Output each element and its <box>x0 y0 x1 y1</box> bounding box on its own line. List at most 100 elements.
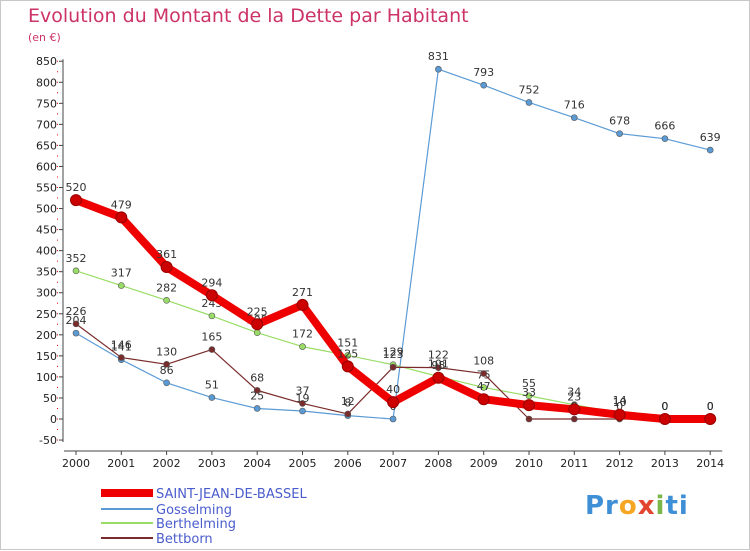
y-tick-label: 0 <box>50 413 57 426</box>
data-label: 129 <box>383 346 404 359</box>
data-point <box>616 130 623 137</box>
data-point <box>208 346 216 353</box>
data-point <box>525 99 533 106</box>
data-point <box>523 399 535 412</box>
logo-letter: o <box>618 491 638 521</box>
y-tick-label: 300 <box>36 287 57 300</box>
data-point <box>661 135 669 142</box>
data-point <box>118 354 125 361</box>
data-point <box>387 396 400 409</box>
y-tick-label: 100 <box>36 371 57 384</box>
y-tick-label: 150 <box>36 350 57 363</box>
x-tick-label: 2010 <box>515 457 543 470</box>
x-tick-label: 2002 <box>153 457 181 470</box>
legend-label: Berthelming <box>156 517 236 532</box>
data-label: 317 <box>111 267 132 280</box>
data-point <box>704 413 717 425</box>
chart-unit-subtitle: (en €) <box>28 31 61 44</box>
logo-letter: x <box>637 491 656 521</box>
data-point <box>205 289 218 302</box>
data-label: 98 <box>431 359 445 372</box>
data-label: 0 <box>707 400 714 413</box>
data-point <box>568 403 581 416</box>
y-tick-label: 650 <box>36 139 57 152</box>
data-label: 479 <box>111 198 132 211</box>
data-point <box>341 360 354 373</box>
data-point <box>208 394 216 401</box>
data-label: 666 <box>654 120 675 133</box>
y-tick-label: 550 <box>36 182 57 195</box>
data-label: 125 <box>337 347 358 360</box>
data-label: 639 <box>700 131 721 144</box>
legend-label: Bettborn <box>156 532 213 547</box>
data-label: 165 <box>201 331 222 344</box>
y-tick-label: 850 <box>36 55 57 68</box>
x-tick-label: 2009 <box>470 457 498 470</box>
y-tick-label: -50 <box>39 434 57 447</box>
data-label: 352 <box>66 252 87 265</box>
data-point <box>525 415 533 423</box>
data-label: 55 <box>522 377 536 390</box>
data-label: 172 <box>292 328 313 341</box>
y-tick-label: 350 <box>36 266 57 279</box>
data-point <box>344 352 352 359</box>
data-point <box>432 371 445 384</box>
logo-letter: ti <box>665 491 689 521</box>
data-point <box>299 407 306 415</box>
y-tick-label: 400 <box>36 245 57 258</box>
data-label: 86 <box>160 364 174 377</box>
data-point <box>72 320 80 328</box>
data-label: 130 <box>156 345 177 358</box>
data-label: 226 <box>66 305 87 318</box>
data-label: 33 <box>522 386 536 399</box>
data-point <box>299 343 306 350</box>
data-label: 282 <box>156 281 177 294</box>
y-tick-label: 600 <box>36 160 57 173</box>
data-point <box>299 400 306 407</box>
data-point <box>160 261 173 274</box>
y-tick-label: 800 <box>36 76 57 89</box>
data-point <box>658 413 671 425</box>
x-tick-label: 2001 <box>107 457 135 470</box>
data-label: 151 <box>337 336 358 349</box>
data-label: 0 <box>661 400 668 413</box>
data-point <box>251 318 264 331</box>
chart-title: Evolution du Montant de la Dette par Hab… <box>28 5 469 27</box>
data-point <box>525 392 533 400</box>
data-point <box>344 410 352 418</box>
data-point <box>296 298 309 311</box>
data-label: 0 <box>661 400 668 413</box>
data-label: 831 <box>428 50 449 63</box>
data-label: 141 <box>111 341 132 354</box>
y-tick-label: 750 <box>36 97 57 110</box>
data-point <box>570 114 578 121</box>
data-label: 225 <box>247 305 268 318</box>
x-tick-label: 2003 <box>198 457 226 470</box>
data-label: 108 <box>473 355 494 368</box>
data-label: 0 <box>707 400 714 413</box>
proxiti-logo: Proxiti <box>585 491 689 521</box>
data-label: 793 <box>473 66 494 79</box>
y-tick-label: 500 <box>36 203 57 216</box>
data-point <box>253 387 261 394</box>
data-point <box>435 65 442 73</box>
data-point <box>480 370 488 377</box>
data-label: 361 <box>156 248 177 261</box>
data-label: 678 <box>609 115 630 128</box>
x-tick-label: 2007 <box>379 457 407 470</box>
data-label: 8 <box>344 397 351 410</box>
logo-letter: Pr <box>585 491 619 521</box>
y-tick-label: 50 <box>43 392 57 405</box>
data-point <box>163 297 170 304</box>
x-tick-label: 2014 <box>696 457 724 470</box>
x-tick-label: 2000 <box>62 457 90 470</box>
data-label: 25 <box>250 389 264 402</box>
data-point <box>477 393 490 406</box>
data-label: 0 <box>707 400 714 413</box>
y-tick-label: 250 <box>36 308 57 321</box>
logo-letter: i <box>655 491 666 521</box>
data-label: 294 <box>201 276 222 289</box>
data-point <box>613 408 626 421</box>
